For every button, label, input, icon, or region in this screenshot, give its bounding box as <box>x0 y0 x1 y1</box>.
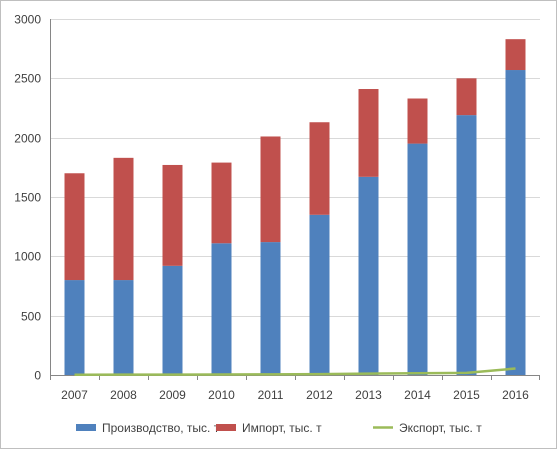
bar-import-2016 <box>505 39 526 71</box>
legend: Производство, тыс. т Импорт, тыс. т Экспор… <box>76 421 482 435</box>
bars <box>64 39 526 376</box>
export-line <box>74 367 516 377</box>
bar-import-2008 <box>113 157 134 281</box>
legend-label-1: Импорт, тыс. т <box>242 421 322 435</box>
bar-production-2010 <box>211 243 232 375</box>
legend-label-0: Производство, тыс. т <box>102 421 220 435</box>
bar-production-2013 <box>358 176 379 375</box>
y-tick-label: 3000 <box>14 13 41 27</box>
bar-production-2011 <box>260 242 281 375</box>
bar-import-2013 <box>358 89 379 177</box>
bar-import-2015 <box>456 78 477 116</box>
bar-production-2015 <box>456 115 477 376</box>
bar-import-2014 <box>407 98 428 144</box>
bar-import-2012 <box>309 122 330 215</box>
x-tick-label: 2014 <box>404 388 431 402</box>
bar-production-2007 <box>64 280 85 375</box>
x-tick-label: 2012 <box>306 388 333 402</box>
x-tick-label: 2015 <box>453 388 480 402</box>
line-export <box>74 367 516 377</box>
y-tick-label: 1500 <box>14 191 41 205</box>
x-tick-label: 2009 <box>159 388 186 402</box>
bar-production-2014 <box>407 143 428 375</box>
y-tick-labels: 0 500 1000 1500 2000 2500 3000 <box>14 13 41 383</box>
bar-import-2007 <box>64 173 85 281</box>
x-tick-label: 2010 <box>208 388 235 402</box>
bar-import-2009 <box>162 164 183 266</box>
bar-production-2012 <box>309 214 330 375</box>
x-tick-label: 2007 <box>61 388 88 402</box>
bar-production-2016 <box>505 70 526 375</box>
y-tick-label: 2500 <box>14 72 41 86</box>
bar-import-2011 <box>260 136 281 243</box>
bar-production-2008 <box>113 280 134 375</box>
y-tick-label: 0 <box>34 369 41 383</box>
y-tick-label: 1000 <box>14 250 41 264</box>
y-tick-label: 500 <box>21 310 41 324</box>
legend-swatch-1 <box>216 424 236 431</box>
x-tick-label: 2008 <box>110 388 137 402</box>
legend-swatch-0 <box>76 424 96 431</box>
x-tick-label: 2013 <box>355 388 382 402</box>
bar-import-2010 <box>211 162 232 244</box>
x-tick-label: 2016 <box>502 388 529 402</box>
y-tick-label: 2000 <box>14 132 41 146</box>
x-tick-labels: 2007 2008 2009 2010 2011 2012 2013 2014 2015 2016 <box>61 388 529 402</box>
x-tick-label: 2011 <box>258 388 284 402</box>
bar-production-2009 <box>162 265 183 375</box>
legend-label-2: Экспорт, тыс. т <box>399 421 482 435</box>
